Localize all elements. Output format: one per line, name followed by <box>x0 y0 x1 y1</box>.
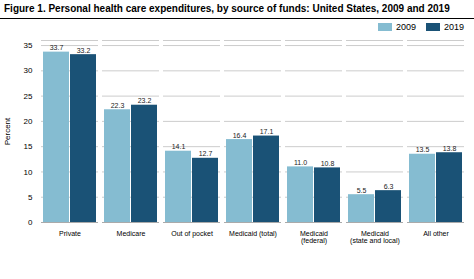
svg-text:20: 20 <box>24 117 33 126</box>
svg-text:Percent: Percent <box>3 117 12 145</box>
svg-text:30: 30 <box>24 66 33 75</box>
html-text:2009: 2009 <box>395 22 416 32</box>
svg-text:0: 0 <box>28 218 33 227</box>
svg-text:11.0: 11.0 <box>294 159 307 166</box>
svg-text:Out of pocket: Out of pocket <box>171 230 213 238</box>
svg-text:17.1: 17.1 <box>260 128 274 135</box>
svg-text:10: 10 <box>24 168 33 177</box>
svg-text:13.5: 13.5 <box>416 146 430 153</box>
svg-text:10.8: 10.8 <box>321 160 335 167</box>
html-text:Figure 1. Personal health care: Figure 1. Personal health care expenditu… <box>4 3 450 14</box>
svg-text:Medicaid(state and local): Medicaid(state and local) <box>350 230 400 245</box>
svg-text:22.3: 22.3 <box>111 102 125 109</box>
svg-text:33.2: 33.2 <box>77 47 91 54</box>
svg-text:16.4: 16.4 <box>233 132 247 139</box>
svg-text:23.2: 23.2 <box>138 97 152 104</box>
svg-text:25: 25 <box>24 92 33 101</box>
svg-text:All other: All other <box>423 230 449 237</box>
svg-text:14.1: 14.1 <box>172 143 186 150</box>
svg-text:Medicaid(federal): Medicaid(federal) <box>300 230 328 245</box>
svg-text:5: 5 <box>28 193 33 202</box>
svg-text:Medicaid (total): Medicaid (total) <box>229 230 277 238</box>
svg-text:Private: Private <box>59 230 81 237</box>
svg-text:5.5: 5.5 <box>357 187 367 194</box>
svg-text:33.7: 33.7 <box>50 44 64 51</box>
html-text:2019: 2019 <box>444 22 464 32</box>
svg-text:13.8: 13.8 <box>443 145 457 152</box>
svg-text:Medicare: Medicare <box>117 230 146 237</box>
svg-text:35: 35 <box>24 41 33 50</box>
svg-text:15: 15 <box>24 142 33 151</box>
svg-text:12.7: 12.7 <box>199 150 213 157</box>
svg-text:6.3: 6.3 <box>384 183 394 190</box>
